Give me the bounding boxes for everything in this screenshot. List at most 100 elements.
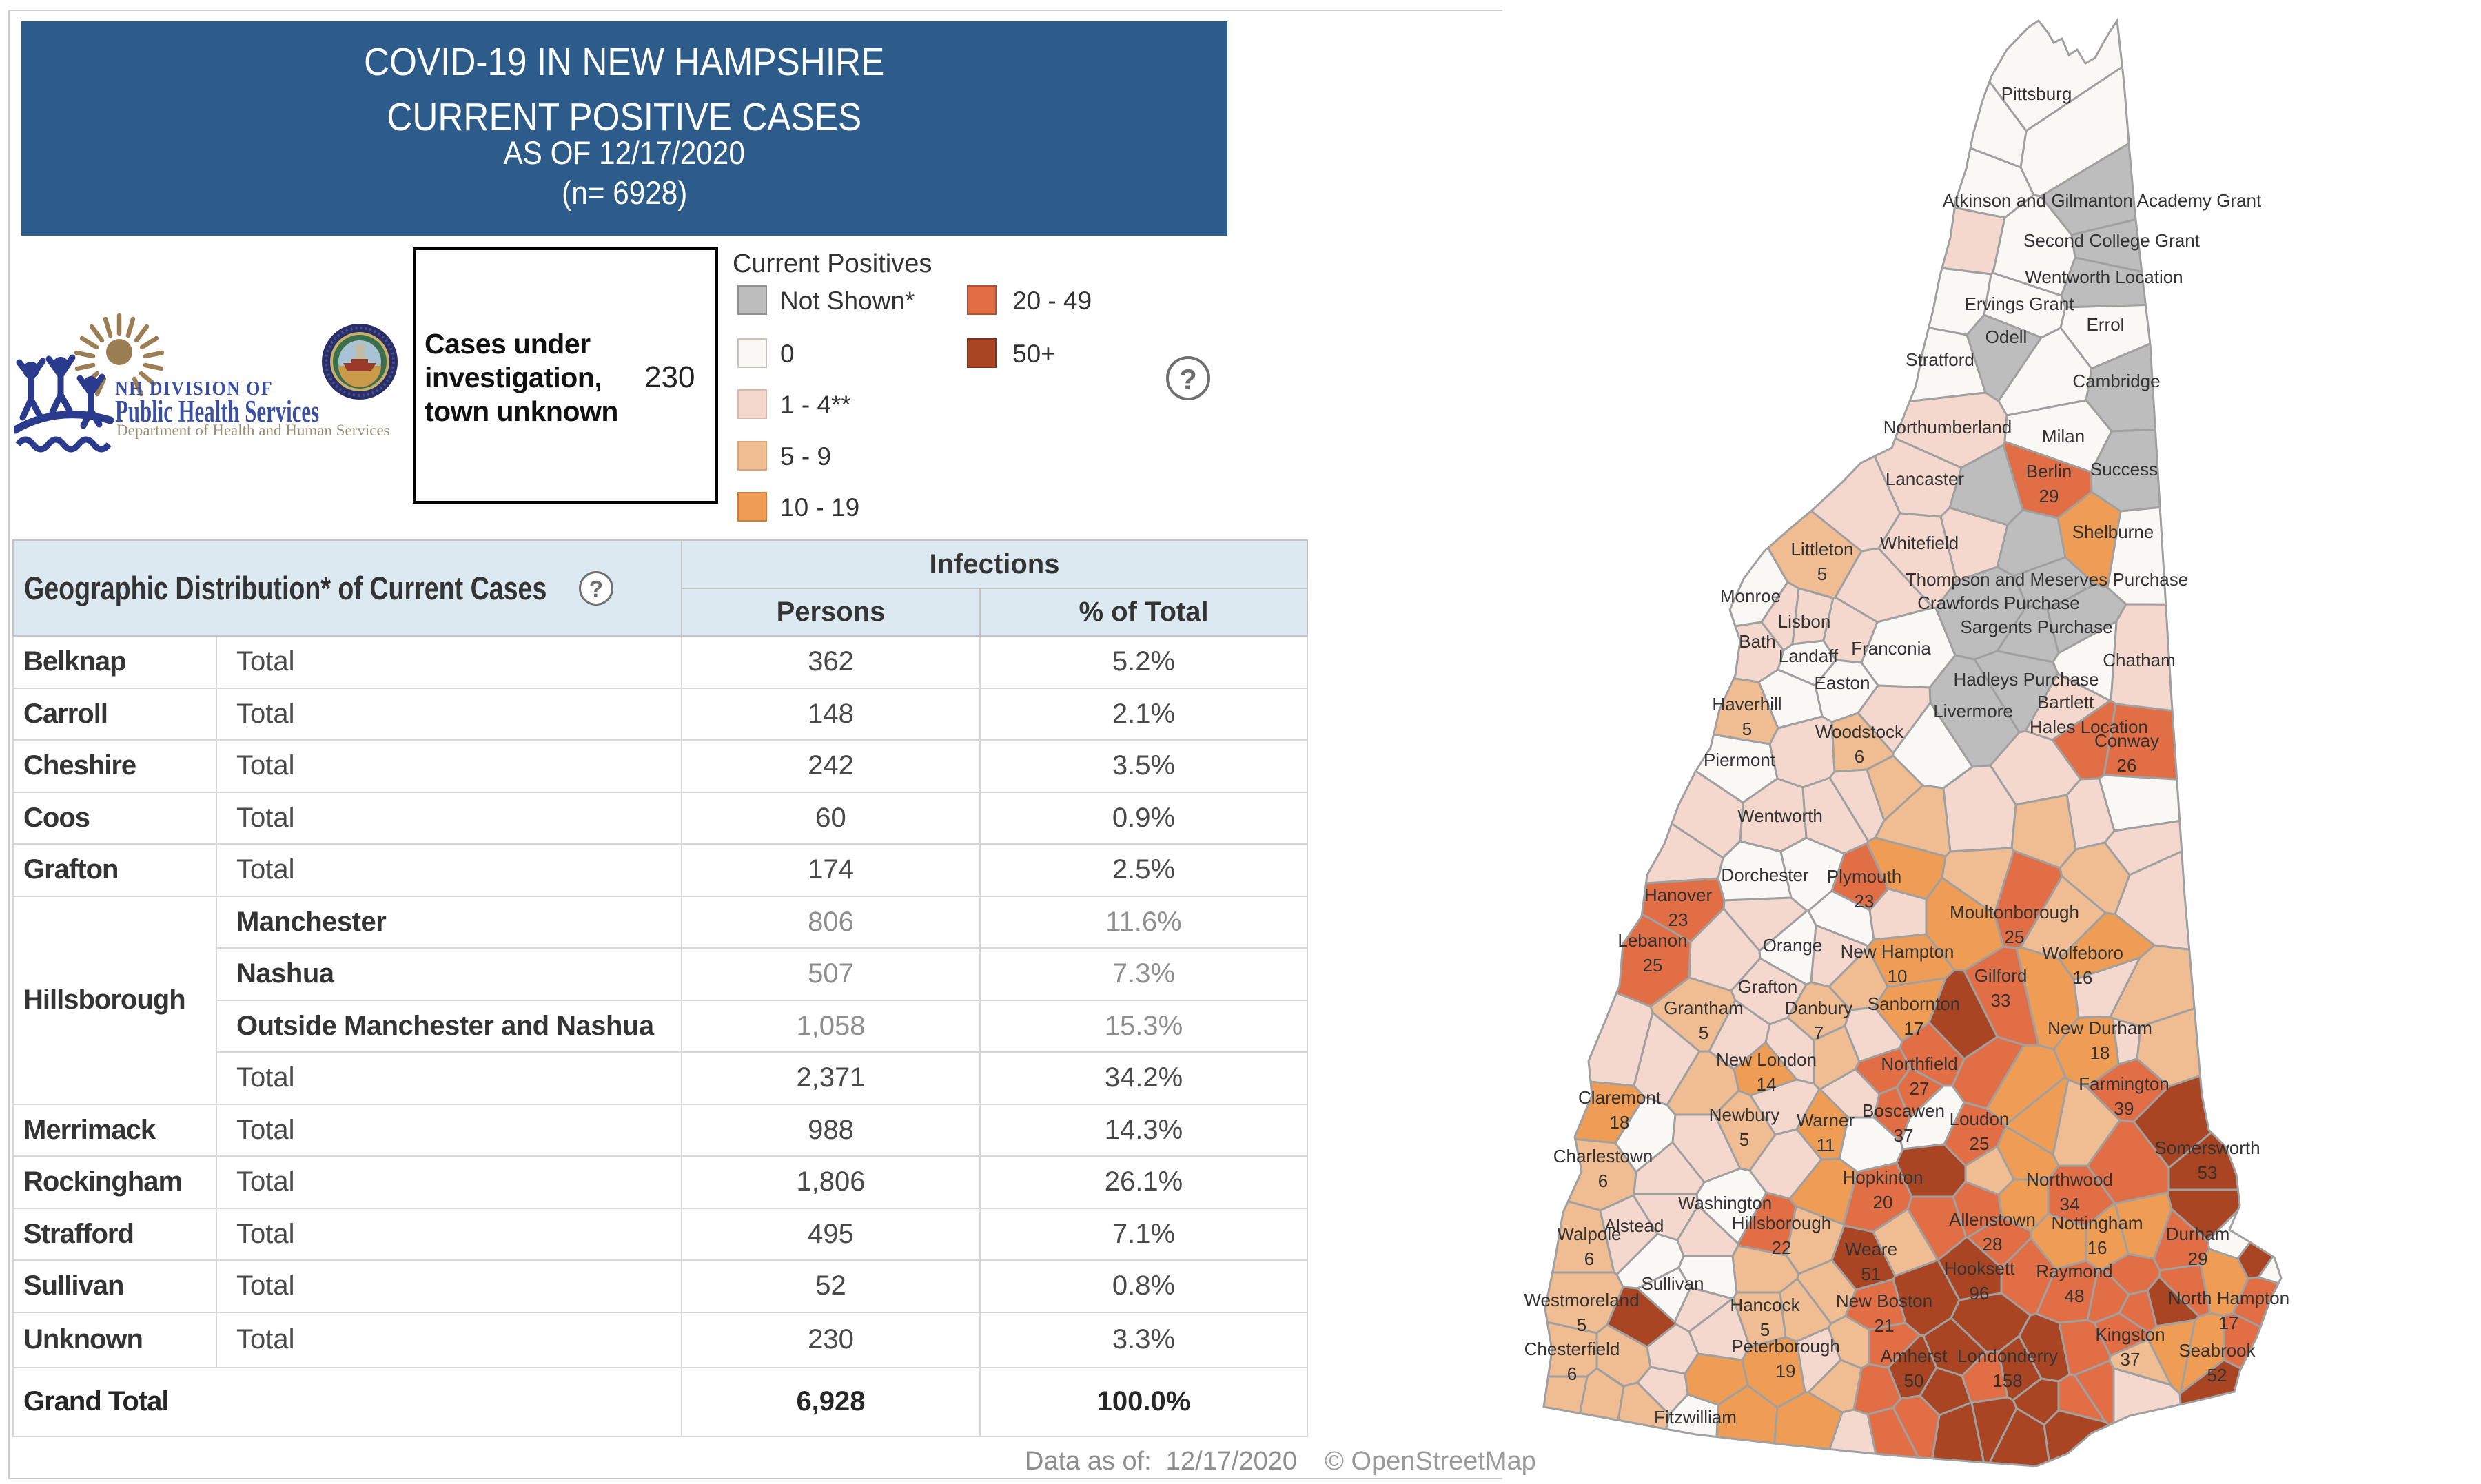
svg-text:5: 5 — [1817, 564, 1827, 584]
svg-text:Northwood: Northwood — [2026, 1169, 2113, 1190]
svg-text:Lancaster: Lancaster — [1886, 468, 1965, 489]
svg-text:Bath: Bath — [1739, 631, 1776, 652]
svg-text:Piermont: Piermont — [1704, 750, 1776, 770]
svg-text:Farmington: Farmington — [2079, 1073, 2169, 1094]
svg-text:Danbury: Danbury — [1785, 998, 1852, 1018]
svg-text:Thompson and Meserves Purchase: Thompson and Meserves Purchase — [1906, 569, 2188, 590]
svg-text:28: 28 — [1983, 1234, 2003, 1255]
svg-text:Raymond: Raymond — [2036, 1261, 2112, 1281]
svg-text:23: 23 — [1668, 909, 1688, 930]
svg-text:New London: New London — [1716, 1049, 1817, 1070]
svg-text:Atkinson and Gilmanton Academy: Atkinson and Gilmanton Academy Grant — [1943, 190, 2262, 211]
svg-text:6: 6 — [1567, 1363, 1577, 1384]
svg-text:Sullivan: Sullivan — [1641, 1273, 1704, 1294]
svg-text:North Hampton: North Hampton — [2168, 1288, 2289, 1308]
svg-text:29: 29 — [2188, 1248, 2208, 1269]
svg-text:23: 23 — [1855, 891, 1875, 911]
svg-text:5: 5 — [1699, 1022, 1708, 1043]
svg-text:27: 27 — [1910, 1078, 1930, 1099]
svg-text:18: 18 — [2090, 1042, 2110, 1063]
svg-text:Orange: Orange — [1763, 935, 1823, 956]
svg-text:Hadleys Purchase: Hadleys Purchase — [1954, 669, 2099, 690]
svg-text:96: 96 — [1970, 1283, 1990, 1303]
svg-text:Claremont: Claremont — [1578, 1087, 1662, 1108]
svg-text:Grantham: Grantham — [1664, 998, 1744, 1018]
svg-text:Newbury: Newbury — [1709, 1104, 1780, 1125]
svg-text:Chatham: Chatham — [2103, 650, 2176, 670]
svg-text:Gilford: Gilford — [1974, 965, 2028, 986]
svg-text:Chesterfield: Chesterfield — [1524, 1339, 1620, 1359]
svg-text:20: 20 — [1873, 1192, 1893, 1213]
svg-text:Durham: Durham — [2166, 1224, 2229, 1244]
svg-text:6: 6 — [1598, 1171, 1608, 1191]
svg-text:22: 22 — [1772, 1237, 1792, 1258]
svg-text:37: 37 — [1894, 1125, 1914, 1146]
svg-text:Grafton: Grafton — [1738, 976, 1798, 997]
svg-text:52: 52 — [2207, 1365, 2227, 1385]
svg-text:16: 16 — [2073, 967, 2093, 988]
svg-text:Wolfeboro: Wolfeboro — [2042, 942, 2123, 963]
svg-text:Franconia: Franconia — [1851, 638, 1931, 659]
svg-text:Errol: Errol — [2087, 314, 2125, 335]
svg-text:16: 16 — [2087, 1237, 2107, 1258]
svg-text:17: 17 — [1904, 1018, 1924, 1039]
svg-text:Littleton: Littleton — [1790, 539, 1853, 559]
svg-text:Northfield: Northfield — [1881, 1053, 1957, 1074]
svg-text:Hillsborough: Hillsborough — [1732, 1213, 1832, 1233]
svg-text:5: 5 — [1577, 1315, 1586, 1335]
svg-text:Weare: Weare — [1845, 1239, 1897, 1259]
svg-text:Stratford: Stratford — [1906, 349, 1974, 370]
svg-text:Second College Grant: Second College Grant — [2023, 230, 2201, 251]
svg-text:17: 17 — [2219, 1312, 2239, 1333]
svg-text:Washington: Washington — [1678, 1193, 1772, 1213]
svg-text:Hancock: Hancock — [1730, 1295, 1800, 1315]
svg-text:11: 11 — [1817, 1135, 1835, 1155]
svg-text:51: 51 — [1861, 1264, 1881, 1284]
svg-text:Wentworth: Wentworth — [1737, 805, 1823, 826]
svg-text:Hopkinton: Hopkinton — [1842, 1167, 1923, 1188]
svg-text:Allenstown: Allenstown — [1949, 1209, 2036, 1230]
svg-text:Department of Health and Human: Department of Health and Human Services — [116, 422, 390, 439]
svg-text:Milan: Milan — [2042, 426, 2085, 446]
svg-text:Cambridge: Cambridge — [2072, 371, 2160, 391]
svg-text:Haverhill: Haverhill — [1712, 694, 1781, 714]
svg-text:Wentworth Location: Wentworth Location — [2025, 267, 2183, 287]
svg-text:Londonderry: Londonderry — [1957, 1346, 2058, 1366]
svg-text:Crawfords Purchase: Crawfords Purchase — [1917, 592, 2080, 613]
svg-text:Woodstock: Woodstock — [1815, 721, 1904, 742]
svg-text:Northumberland: Northumberland — [1883, 417, 2012, 437]
svg-text:7: 7 — [1814, 1022, 1824, 1043]
svg-text:Hales Location: Hales Location — [2030, 717, 2148, 737]
svg-text:Hanover: Hanover — [1644, 885, 1713, 905]
svg-text:Landaff: Landaff — [1779, 646, 1839, 666]
svg-text:Whitefield: Whitefield — [1880, 533, 1959, 553]
svg-text:Loudon: Loudon — [1950, 1109, 2010, 1129]
svg-text:Seabrook: Seabrook — [2178, 1340, 2256, 1361]
svg-text:Shelburne: Shelburne — [2072, 522, 2154, 542]
svg-text:18: 18 — [1610, 1112, 1630, 1133]
svg-text:Alstead: Alstead — [1604, 1215, 1664, 1236]
svg-text:Boscawen: Boscawen — [1862, 1100, 1945, 1121]
svg-text:Lisbon: Lisbon — [1778, 611, 1831, 632]
svg-text:48: 48 — [2065, 1286, 2085, 1306]
svg-text:5: 5 — [1742, 719, 1752, 739]
svg-text:5: 5 — [1739, 1129, 1749, 1150]
svg-text:Odell: Odell — [1985, 327, 2028, 347]
svg-text:Success: Success — [2090, 459, 2158, 480]
svg-text:5: 5 — [1760, 1319, 1770, 1340]
svg-text:33: 33 — [1991, 990, 2011, 1011]
svg-text:Berlin: Berlin — [2026, 461, 2072, 482]
svg-text:Sargents Purchase: Sargents Purchase — [1960, 617, 2112, 637]
svg-text:Monroe: Monroe — [1720, 586, 1781, 606]
svg-text:21: 21 — [1875, 1315, 1895, 1336]
svg-text:NH DIVISION OF: NH DIVISION OF — [115, 377, 273, 400]
svg-text:Warner: Warner — [1797, 1110, 1855, 1131]
svg-text:25: 25 — [1643, 955, 1663, 976]
svg-text:New Boston: New Boston — [1836, 1290, 1932, 1311]
svg-text:39: 39 — [2114, 1098, 2134, 1119]
svg-text:Walpole: Walpole — [1558, 1224, 1622, 1244]
svg-text:Amherst: Amherst — [1881, 1346, 1948, 1366]
svg-text:Somersworth: Somersworth — [2154, 1137, 2260, 1158]
svg-text:Charlestown: Charlestown — [1553, 1146, 1653, 1166]
svg-text:Fitzwilliam: Fitzwilliam — [1654, 1407, 1737, 1428]
